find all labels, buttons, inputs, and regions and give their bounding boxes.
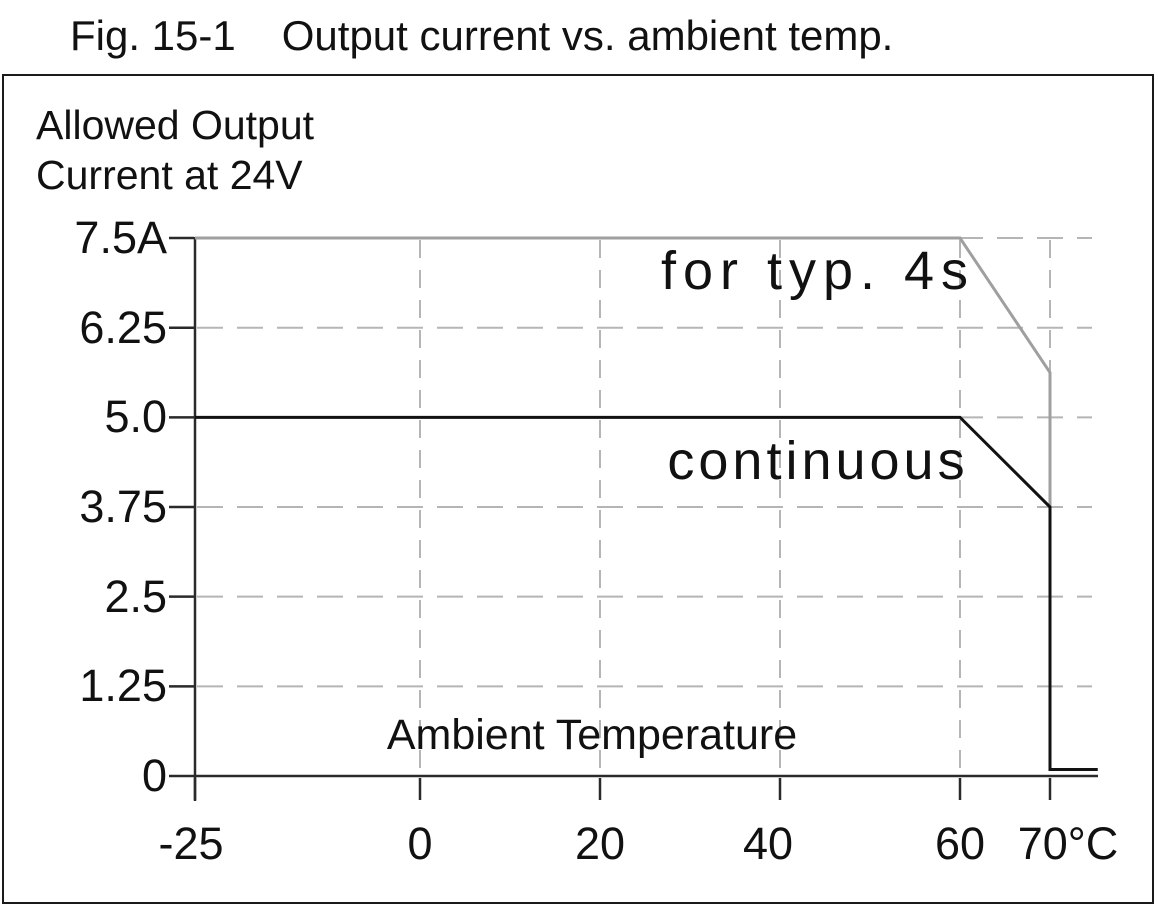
figure-title-text: Output current vs. ambient temp.: [281, 12, 894, 59]
y-axis-title-line2: Current at 24V: [36, 152, 303, 198]
x-tick-label: 20: [574, 818, 626, 869]
x-axis-title: Ambient Temperature: [386, 711, 798, 759]
y-axis-title-line1: Allowed Output: [36, 102, 315, 148]
y-tick-label: 1.25: [79, 660, 167, 712]
y-tick-label: 2.5: [104, 570, 167, 622]
x-tick-label: 40: [742, 818, 794, 869]
series-label-continuous: continuous: [667, 431, 969, 491]
series-label-for-typ-4s: for typ. 4s: [660, 241, 976, 301]
x-tick-label: -25: [158, 818, 224, 869]
x-tick-label: 0: [407, 818, 433, 869]
figure-title: Fig. 15-1 Output current vs. ambient temp…: [70, 10, 893, 62]
x-tick-label: 70°C: [1017, 818, 1119, 869]
x-tick-label: 60: [934, 818, 986, 869]
y-tick-label: 6.25: [79, 301, 167, 353]
y-axis-title: Allowed Output Current at 24V: [36, 100, 314, 200]
y-tick-label: 3.75: [79, 481, 167, 532]
figure-number: Fig. 15-1: [70, 12, 236, 59]
y-tick-label: 5.0: [104, 391, 167, 443]
y-tick-label: 7.5A: [74, 212, 167, 264]
y-tick-label: 0: [141, 750, 167, 801]
